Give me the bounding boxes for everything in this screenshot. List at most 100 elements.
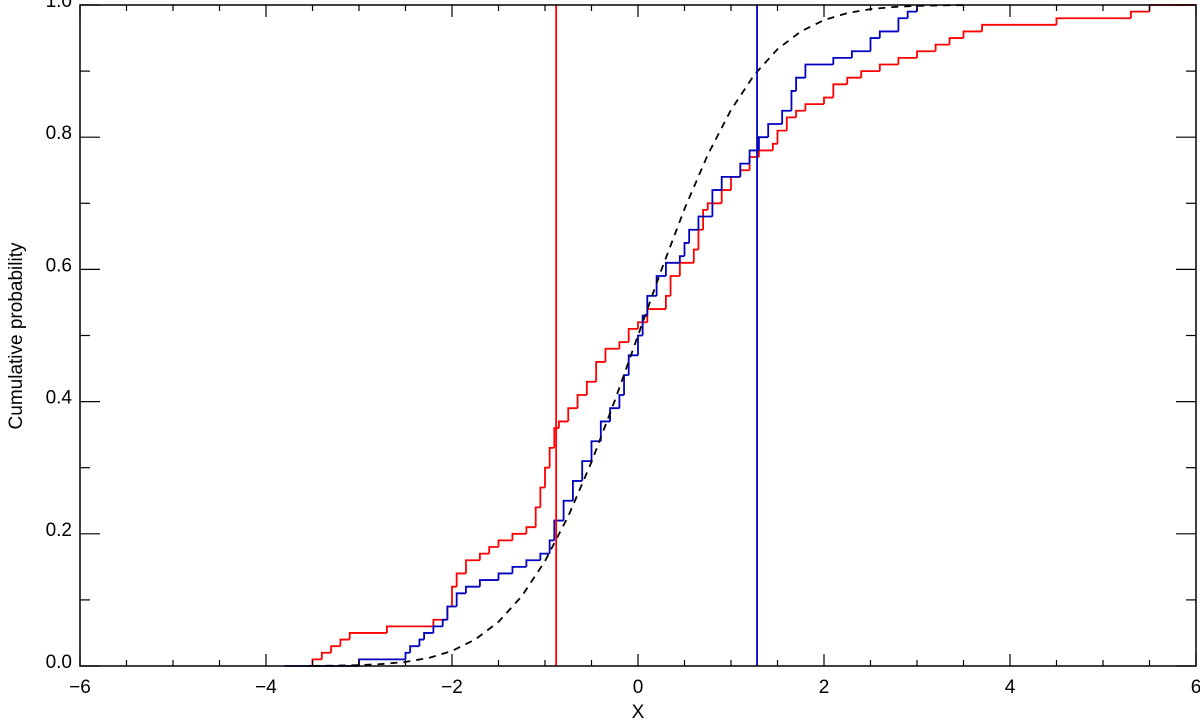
step-segment (539, 486, 545, 508)
step-segment (404, 651, 411, 660)
step-segment (576, 394, 587, 409)
step-segment (548, 539, 555, 554)
step-segment (511, 532, 527, 541)
step-segment (455, 572, 466, 587)
step-segment (1055, 17, 1131, 25)
step-segment (497, 539, 513, 548)
step-segment (981, 23, 1057, 32)
step-segment (869, 37, 880, 52)
step-segment (795, 109, 806, 118)
step-segment (637, 334, 643, 356)
step-segment (962, 30, 983, 39)
step-segment (534, 506, 541, 528)
step-segment (720, 189, 731, 204)
step-segment (627, 327, 638, 343)
step-segment (897, 17, 908, 32)
step-segment (637, 321, 648, 329)
step-segment (702, 209, 708, 230)
step-segment (539, 552, 550, 561)
step-segment (465, 559, 480, 574)
step-segment (776, 129, 787, 144)
step-segment (720, 175, 741, 191)
step-segment (748, 149, 759, 164)
x-axis-label: X (632, 702, 645, 723)
step-segment (665, 261, 680, 277)
cdf-curve (312, 4, 964, 667)
step-segment (339, 638, 350, 647)
step-segment (678, 261, 694, 277)
step-segment (683, 242, 690, 257)
step-segment (590, 440, 601, 462)
step-segment (758, 149, 773, 158)
x-tick-label: −4 (255, 677, 277, 698)
step-segment (599, 420, 611, 442)
step-segment (758, 136, 769, 151)
step-segment (423, 632, 434, 640)
x-tick-label: 0 (633, 677, 644, 698)
step-segment (446, 605, 457, 620)
step-segment (669, 275, 680, 296)
step-segment (804, 103, 824, 111)
step-segment (832, 83, 848, 98)
step-segment (488, 546, 499, 554)
step-segment (320, 651, 332, 660)
y-tick-label: 0.0 (46, 652, 72, 673)
step-segment (739, 162, 750, 177)
step-segment (497, 572, 513, 581)
step-segment (878, 63, 899, 72)
x-tick-label: −2 (441, 677, 463, 698)
step-segment (558, 420, 569, 429)
step-segment (646, 294, 657, 316)
step-segment (730, 175, 741, 191)
step-segment (688, 228, 699, 243)
y-tick-label: 0.8 (46, 123, 72, 144)
step-segment (665, 294, 671, 310)
x-tick-label: 2 (819, 677, 830, 698)
x-tick-label: 6 (1191, 677, 1200, 698)
step-segment (548, 446, 555, 468)
step-segment (897, 56, 917, 65)
step-segment (567, 407, 578, 422)
y-axis-label: Cumulative probability (6, 242, 27, 429)
step-segment (948, 37, 964, 45)
step-segment (823, 96, 834, 105)
step-segment (711, 189, 722, 217)
step-segment (330, 645, 341, 653)
step-segment (386, 625, 434, 633)
step-segment (618, 341, 629, 349)
step-segment (785, 116, 797, 131)
step-segment (585, 380, 597, 395)
step-segment (790, 90, 797, 111)
step-segment (678, 255, 685, 263)
step-segment (618, 394, 625, 409)
step-segment (906, 10, 917, 19)
step-segment (916, 50, 936, 58)
step-segment (1130, 10, 1150, 19)
step-segment (692, 248, 699, 263)
y-tick-label: 0.6 (46, 255, 72, 276)
x-tick-label: −6 (69, 677, 91, 698)
step-segment (739, 169, 750, 177)
step-segment (706, 202, 722, 210)
step-segment (609, 407, 620, 422)
step-segment (646, 308, 666, 323)
step-segment (572, 480, 583, 501)
step-segment (832, 56, 852, 65)
y-tick-label: 0.2 (46, 520, 72, 541)
step-segment (860, 70, 880, 78)
step-segment (511, 565, 527, 574)
step-segment (479, 579, 499, 587)
step-segment (623, 374, 629, 395)
step-segment (878, 30, 899, 39)
step-segment (562, 499, 573, 521)
step-segment (409, 645, 420, 653)
step-segment (1148, 4, 1196, 12)
step-segment (418, 638, 425, 647)
step-segment (525, 526, 536, 534)
step-segment (851, 50, 871, 58)
step-segment (846, 76, 862, 85)
step-segment (553, 519, 564, 541)
step-segment (348, 632, 387, 640)
step-segment (795, 76, 806, 91)
